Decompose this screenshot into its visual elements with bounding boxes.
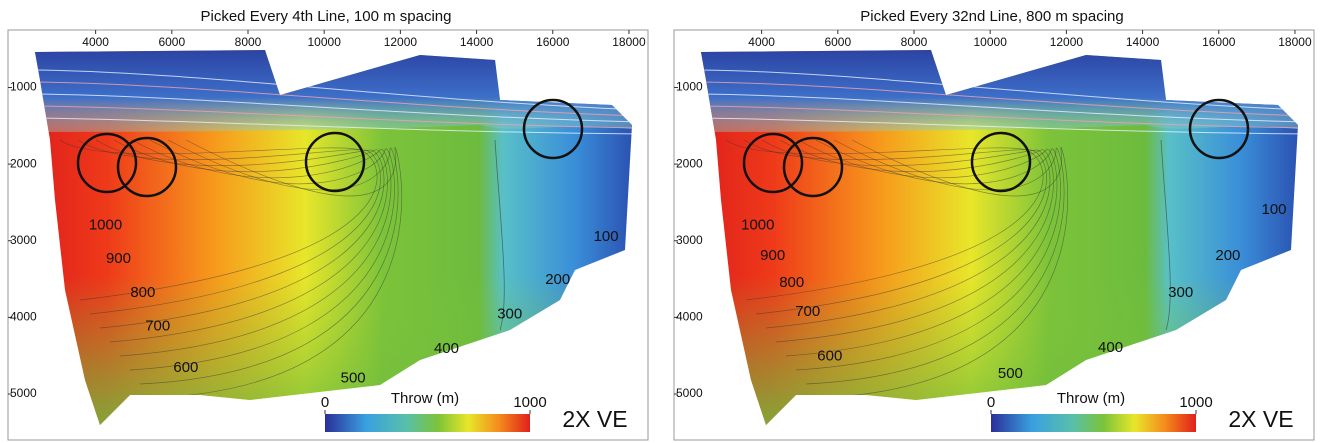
contour-label: 800 — [779, 274, 804, 291]
x-tick-label: 14000 — [460, 35, 494, 49]
contour-label: 500 — [341, 370, 366, 387]
y-tick-label: 1000 — [10, 80, 37, 94]
contour-label: 200 — [545, 271, 570, 288]
highlight-circle — [1188, 98, 1250, 160]
x-tick-label: 8000 — [235, 35, 262, 49]
contour-line — [59, 139, 378, 301]
plot-frame — [673, 29, 1315, 441]
contour-line — [815, 139, 1069, 399]
panel: Picked Every 32nd Line, 800 m spacing 400… — [673, 8, 1315, 441]
contour-line — [775, 139, 1054, 343]
contour-label: 1000 — [741, 216, 774, 233]
colorbar-label: Throw (m) — [1057, 390, 1125, 407]
horizon-line — [35, 117, 632, 135]
colorbar-tick-label: 0 — [321, 394, 329, 411]
x-tick-label: 16000 — [1202, 35, 1236, 49]
x-tick-label: 8000 — [901, 35, 928, 49]
y-tick-label: 2000 — [676, 156, 703, 170]
highlight-circle — [116, 136, 178, 198]
contour-label: 300 — [1168, 284, 1193, 301]
panel-title: Picked Every 4th Line, 100 m spacing — [201, 8, 452, 25]
horizon-line — [701, 93, 1298, 123]
panel: Picked Every 4th Line, 100 m spacing4000… — [7, 8, 649, 441]
x-tick-label: 18000 — [1278, 35, 1312, 49]
x-tick-label: 4000 — [82, 35, 109, 49]
contour-line — [1160, 139, 1171, 331]
highlight-circle — [76, 132, 138, 194]
highlight-circle — [970, 131, 1032, 193]
horizon-line — [35, 69, 632, 111]
annotation: 2X VE — [562, 406, 627, 432]
contour-label: 1000 — [89, 216, 122, 233]
y-tick-label: 3000 — [676, 233, 703, 247]
horizon-line — [35, 105, 632, 129]
annotation: 2X VE — [1228, 406, 1293, 432]
colorbar-label: Throw (m) — [391, 390, 459, 407]
contour-label: 100 — [1261, 201, 1286, 218]
contour-line — [95, 139, 385, 329]
panel-title: Picked Every 32nd Line, 800 m spacing — [860, 8, 1124, 25]
y-tick-label: 5000 — [10, 386, 37, 400]
horizon-line — [701, 105, 1298, 129]
contour-line — [725, 139, 1044, 301]
y-tick-label: 5000 — [676, 386, 703, 400]
contour-line — [129, 139, 395, 371]
contour-label: 200 — [1215, 247, 1240, 264]
contour-label: 700 — [795, 303, 820, 320]
contour-label: 900 — [106, 250, 131, 267]
contour-label: 400 — [434, 340, 459, 357]
contour-line — [795, 139, 1061, 371]
x-tick-label: 4000 — [748, 35, 775, 49]
colorbar-tick-label: 0 — [987, 394, 995, 411]
x-tick-label: 12000 — [1050, 35, 1084, 49]
contour-line — [109, 139, 388, 343]
y-tick-label: 4000 — [676, 310, 703, 324]
contour-label: 600 — [817, 347, 842, 364]
plot-frame — [7, 29, 649, 441]
x-tick-label: 10000 — [974, 35, 1008, 49]
horizon-line — [35, 93, 632, 123]
highlight-circle — [522, 98, 584, 160]
x-tick-label: 6000 — [158, 35, 185, 49]
horizon-line — [701, 117, 1298, 135]
highlight-circle — [742, 132, 804, 194]
y-tick-label: 4000 — [10, 310, 37, 324]
highlight-circle — [304, 131, 366, 193]
contour-line — [494, 139, 505, 331]
contour-label: 600 — [173, 359, 198, 376]
x-tick-label: 10000 — [308, 35, 342, 49]
contour-label: 700 — [145, 318, 170, 335]
x-tick-label: 6000 — [824, 35, 851, 49]
contour-label: 400 — [1098, 339, 1123, 356]
x-tick-label: 14000 — [1126, 35, 1160, 49]
colorbar — [991, 414, 1196, 432]
colorbar — [325, 414, 530, 432]
contour-label: 800 — [130, 284, 155, 301]
x-tick-label: 18000 — [612, 35, 646, 49]
contour-line — [805, 139, 1065, 385]
throw-field — [35, 50, 632, 425]
y-tick-label: 3000 — [10, 233, 37, 247]
contour-line — [761, 139, 1051, 329]
horizon-line — [35, 81, 632, 117]
contour-label: 500 — [998, 365, 1023, 382]
y-tick-label: 2000 — [10, 156, 37, 170]
horizon-line — [701, 81, 1298, 117]
x-tick-label: 16000 — [536, 35, 570, 49]
horizon-line — [701, 69, 1298, 111]
y-tick-label: 1000 — [676, 80, 703, 94]
highlight-circle — [782, 136, 844, 198]
colorbar-tick-label: 1000 — [513, 394, 546, 411]
contour-line — [139, 139, 399, 385]
colorbar-tick-label: 1000 — [1179, 394, 1212, 411]
x-tick-label: 12000 — [384, 35, 418, 49]
contour-label: 900 — [760, 247, 785, 264]
contour-line — [149, 139, 403, 399]
contour-label: 100 — [594, 228, 619, 245]
contour-label: 300 — [497, 305, 522, 322]
